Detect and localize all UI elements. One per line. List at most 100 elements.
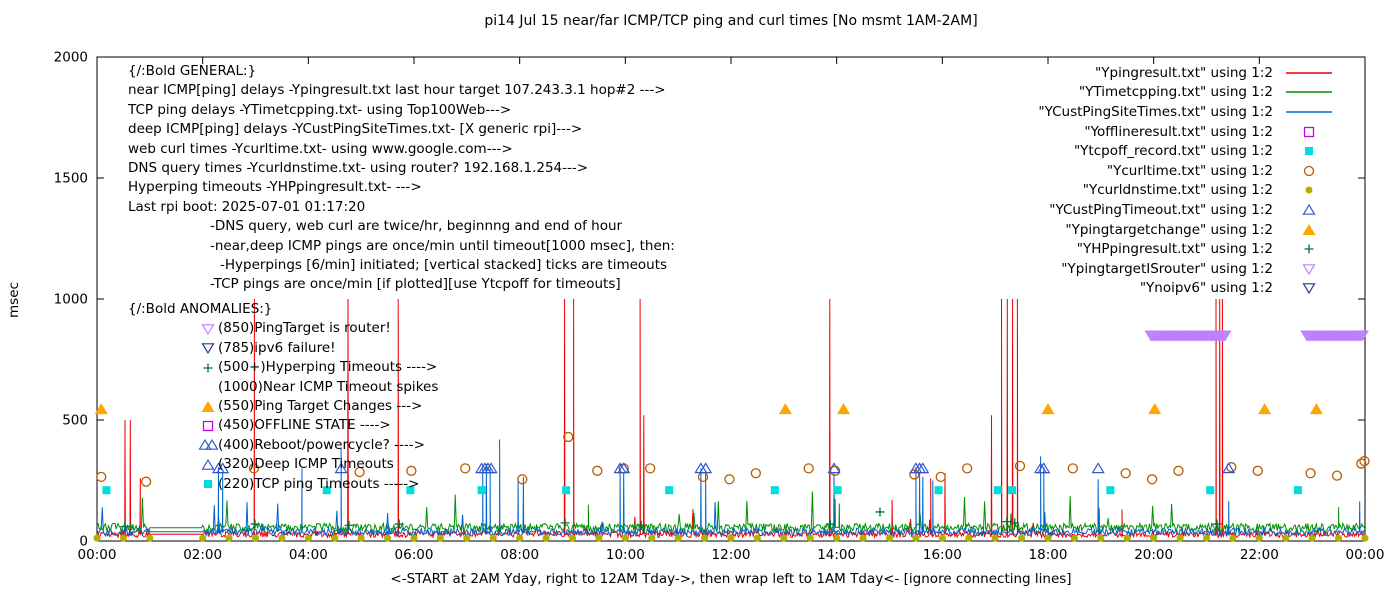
circle-filled-marker	[489, 534, 497, 542]
x-tick-label: 02:00	[183, 547, 222, 563]
triangle-open-marker	[699, 462, 713, 474]
triangle-down-open-glyph	[201, 343, 215, 355]
legend-label: "Ypingtargetchange" using 1:2	[1065, 221, 1273, 238]
legend-sample-triangle-down-open	[1302, 283, 1316, 295]
legend-label: "Ypingresult.txt" using 1:2	[1095, 64, 1273, 81]
anomaly-annotations: {/:Bold ANOMALIES:} (850)PingTarget is ro…	[128, 300, 438, 494]
triangle-open-marker	[201, 458, 215, 470]
circle-filled-marker	[384, 534, 392, 542]
circle-filled-marker	[621, 534, 629, 542]
annotation-line: -Hyperpings [6/min] initiated; [vertical…	[220, 257, 668, 274]
x-axis-label: <-START at 2AM Yday, right to 12AM Tday-…	[390, 571, 1072, 587]
plus-marker	[250, 519, 260, 529]
triangle-open-marker	[484, 462, 498, 474]
circle-filled-marker	[1203, 534, 1210, 542]
circle-filled-marker	[463, 534, 471, 542]
anomaly-line: {/:Bold ANOMALIES:}	[128, 300, 438, 319]
circle-open-marker	[962, 463, 973, 474]
series-YTimetcpping-line	[96, 491, 1366, 534]
square-filled-marker	[102, 486, 111, 495]
series-YHPpingresult	[120, 507, 1222, 531]
general-annotations: {/:Bold GENERAL:} near ICMP[ping] delays …	[128, 62, 675, 295]
triangle-down-open-icon	[198, 321, 218, 337]
triangle-down-open-glyph	[201, 324, 215, 336]
circle-filled-marker	[965, 534, 973, 542]
square-filled-marker	[204, 480, 212, 489]
triangle-filled-marker	[1041, 403, 1055, 415]
circle-filled-marker	[1361, 534, 1369, 542]
triangle-filled-marker	[1258, 403, 1272, 415]
chart-title: pi14 Jul 15 near/far ICMP/TCP ping and c…	[484, 13, 978, 29]
legend-label: "YCustPingTimeout.txt" using 1:2	[1049, 201, 1273, 218]
circle-filled-marker	[886, 534, 893, 542]
circle-open-marker	[1067, 463, 1078, 474]
triangle-open-marker	[827, 462, 841, 474]
triangle-open-marker	[216, 462, 230, 474]
legend-sample-square-filled	[1305, 147, 1313, 156]
plus-marker	[203, 363, 213, 373]
circle-filled-marker	[1097, 534, 1105, 542]
anomaly-text: (500+)Hyperping Timeouts ---->	[218, 359, 438, 376]
legend-label: "YpingtargetISrouter" using 1:2	[1061, 260, 1273, 277]
series-YpingtargetISrouter	[1144, 330, 1369, 342]
circle-open-marker	[1359, 455, 1370, 467]
triangle-filled-marker	[1148, 403, 1162, 415]
triangle-filled-marker	[1309, 403, 1323, 415]
square-filled-marker	[934, 486, 943, 495]
square-filled-marker	[1106, 486, 1115, 495]
anomaly-line: (785)ipv6 failure!	[198, 339, 438, 358]
triangle-down-open-marker	[201, 343, 215, 355]
triangle-open-marker	[916, 462, 930, 474]
annotation-line: deep ICMP[ping] delays -YCustPingSiteTim…	[128, 121, 583, 138]
annotation-line: web curl times -Ycurltime.txt- using www…	[128, 140, 513, 157]
x-tick-label: 16:00	[923, 547, 962, 563]
legend-label: "Ytcpoff_record.txt" using 1:2	[1073, 143, 1273, 160]
legend-sample-plus	[1304, 244, 1314, 254]
y-tick-label: 0	[79, 534, 88, 550]
triangle-filled-icon	[198, 399, 218, 415]
square-filled-marker	[665, 486, 674, 495]
legend-item-Ypingresult: "Ypingresult.txt" using 1:2	[1038, 63, 1334, 83]
legend-item-Ycurldnstime: "Ycurldnstime.txt" using 1:2	[1038, 181, 1334, 201]
plus-marker	[1212, 519, 1222, 529]
triangle-filled-marker	[837, 403, 851, 415]
circle-filled-marker	[1150, 534, 1158, 542]
plus-marker	[394, 519, 404, 529]
plus-marker	[560, 518, 570, 528]
legend-sample-circle-filled	[1305, 186, 1313, 194]
annotation-line: DNS query times -Ycurldnstime.txt- using…	[128, 160, 589, 177]
circle-filled-marker	[912, 534, 920, 542]
circle-filled-marker	[648, 534, 656, 542]
triangle-down-open-marker	[1218, 330, 1232, 342]
circle-filled-marker	[146, 534, 154, 542]
square-filled-marker	[1008, 486, 1017, 495]
x-tick-label: 06:00	[395, 547, 434, 563]
square-filled-marker	[1206, 486, 1215, 495]
legend-item-YCustPingSiteTimes: "YCustPingSiteTimes.txt" using 1:2	[1038, 102, 1334, 122]
x-tick-label: 12:00	[712, 547, 751, 563]
annotation-line: Hyperping timeouts -YHPpingresult.txt- -…	[128, 179, 422, 196]
triangle-down-open-marker	[1302, 263, 1316, 275]
y-tick-label: 2000	[54, 50, 88, 66]
circle-open-marker	[1252, 465, 1263, 476]
x-tick-label: 18:00	[1029, 547, 1068, 563]
circle-open-marker	[909, 469, 920, 480]
legend-sample-triangle-filled	[1302, 223, 1316, 235]
circle-filled-marker	[542, 534, 550, 542]
circle-open-marker	[1331, 470, 1343, 481]
legend-item-Ycurltime: "Ycurltime.txt" using 1:2	[1038, 161, 1334, 181]
anomaly-line: (450)OFFLINE STATE ---->	[198, 416, 438, 435]
circle-open-marker	[724, 474, 735, 485]
triangle-open-marker	[1222, 462, 1236, 474]
series-Ytcpoff_record	[102, 486, 1302, 495]
circle-filled-marker	[1176, 534, 1184, 542]
square-filled-marker	[562, 486, 571, 495]
circle-filled-marker	[753, 534, 761, 542]
circle-open-marker	[140, 476, 152, 487]
circle-filled-marker	[1070, 534, 1078, 542]
circle-filled-marker	[1229, 534, 1237, 542]
circle-open-marker	[750, 468, 761, 479]
triangle-open-marker	[1091, 462, 1105, 474]
annotation-line: -TCP pings are once/min [if plotted][use…	[210, 276, 621, 293]
